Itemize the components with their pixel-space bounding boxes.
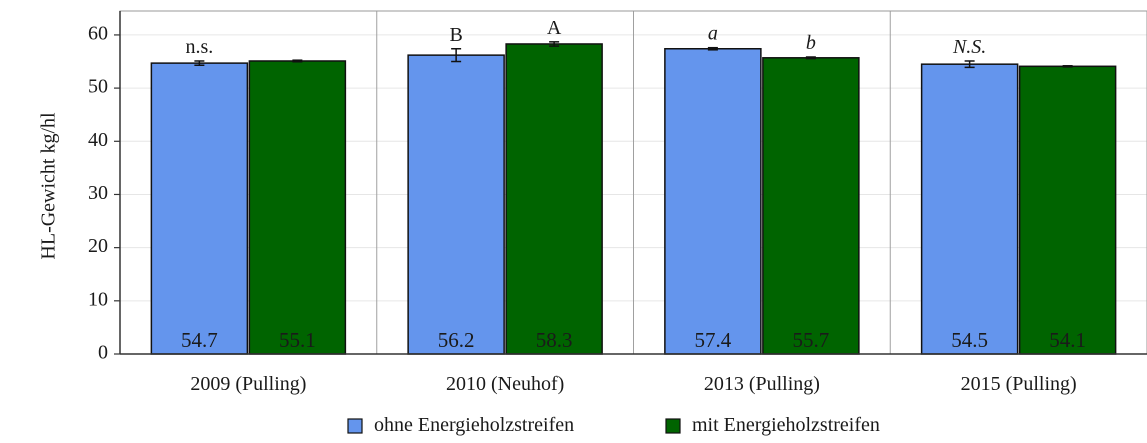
axes [114,10,1147,355]
y-tick-label: 10 [88,288,108,310]
significance-annotation: n.s. [185,36,213,58]
value-label: 54.1 [1049,328,1086,352]
x-category-label: 2010 (Neuhof) [446,373,564,395]
error-bars [194,41,1073,69]
bar [1018,65,1117,355]
x-category-label: 2015 (Pulling) [961,373,1077,395]
value-label: 58.3 [536,328,573,352]
bar [150,62,249,355]
value-label: 55.7 [793,328,830,352]
bars [150,43,1117,355]
bar [407,54,505,355]
legend-swatch [347,418,363,434]
x-category-label: 2013 (Pulling) [704,373,820,395]
x-category-label: 2009 (Pulling) [190,373,306,395]
y-tick-label: 40 [88,129,108,151]
bar [762,57,860,355]
value-labels: 54.7 56.2 57.4 54.5 55.1 58.3 55.7 54.1 [181,328,1086,352]
value-label: 56.2 [438,328,475,352]
significance-annotation: B [449,24,462,46]
y-tick-label: 20 [88,235,108,257]
value-label: 54.5 [951,328,988,352]
significance-annotation: N.S. [952,36,986,58]
legend-label: mit Energieholzstreifen [692,414,880,436]
value-label: 54.7 [181,328,218,352]
significance-annotation: A [547,17,562,39]
legend-swatch [665,418,681,434]
bar [505,43,603,355]
bar [248,60,347,355]
bar [920,63,1019,355]
bar [664,48,762,355]
panel-separators [376,11,891,354]
legend: ohne Energieholzstreifen mit Energieholzs… [347,414,880,436]
significance-annotation: b [806,32,816,54]
value-label: 57.4 [695,328,732,352]
y-tick-label: 30 [88,182,108,204]
legend-label: ohne Energieholzstreifen [374,414,574,436]
y-axis-label: HL-Gewicht kg/hl [38,112,60,260]
significance-annotation: a [708,23,718,45]
x-category-labels: 2009 (Pulling) 2010 (Neuhof) 2013 (Pulling… [190,373,1076,395]
value-label: 55.1 [279,328,316,352]
y-tick-label: 0 [98,342,108,364]
y-tick-labels: 0 10 20 30 40 50 60 [88,23,108,364]
y-tick-label: 60 [88,23,108,45]
y-tick-label: 50 [88,76,108,98]
